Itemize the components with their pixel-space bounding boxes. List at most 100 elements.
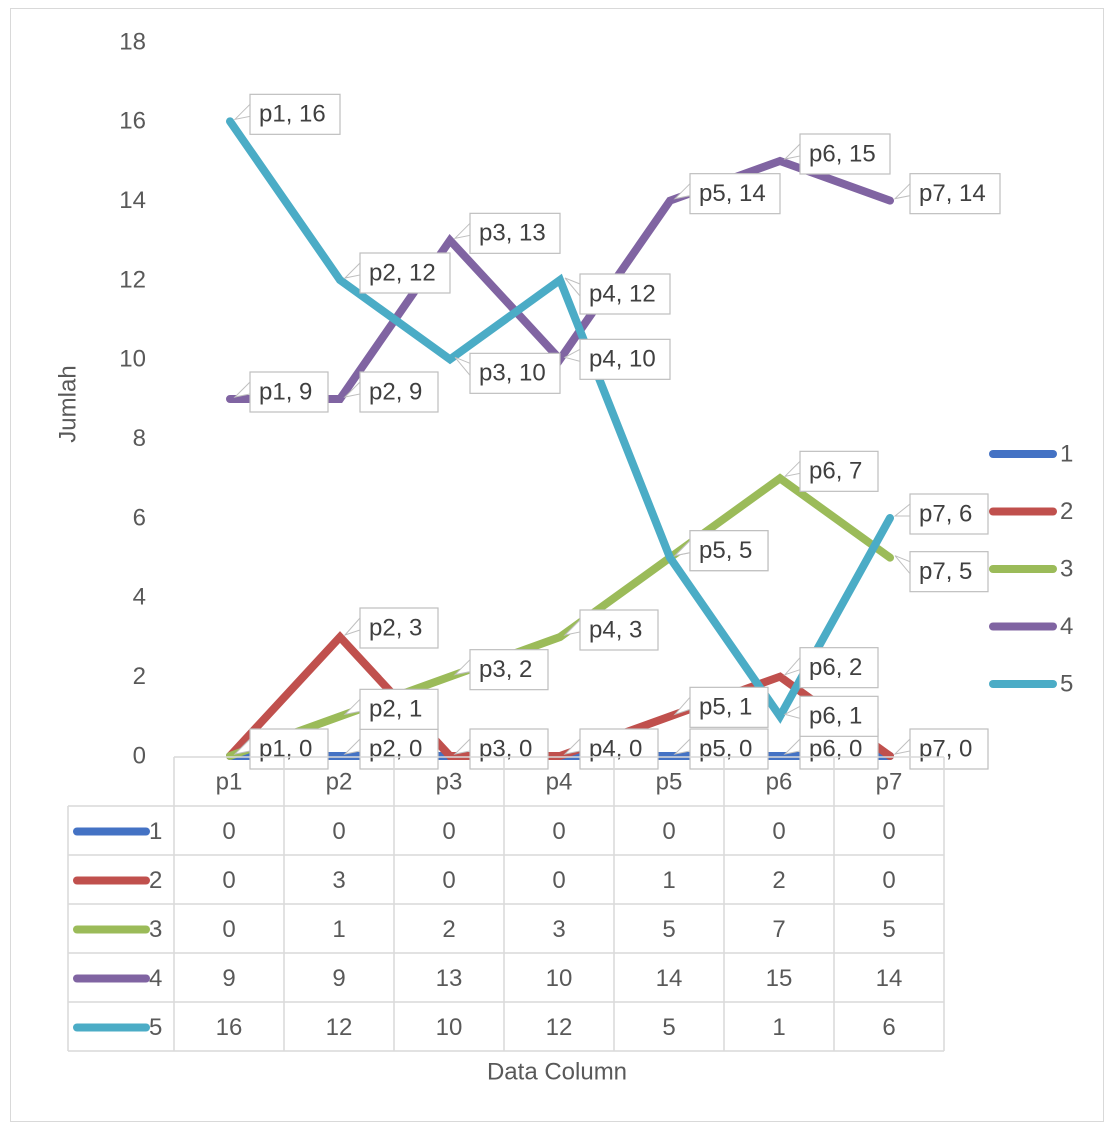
y-tick-label: 2 xyxy=(133,663,146,690)
table-header-cell: p5 xyxy=(656,768,683,795)
data-label: p5, 0 xyxy=(673,728,769,770)
data-label-text: p3, 13 xyxy=(479,220,546,247)
table-cell: 2 xyxy=(442,916,455,943)
data-label-callout xyxy=(673,182,691,200)
table-row-label: 1 xyxy=(149,818,162,845)
table-cell: 6 xyxy=(882,1014,895,1041)
table-cell: 0 xyxy=(442,867,455,894)
data-label-callout xyxy=(453,222,471,240)
table-cell: 10 xyxy=(546,965,573,992)
table-cell: 5 xyxy=(662,1014,675,1041)
table-cell: 0 xyxy=(222,916,235,943)
data-label-text: p5, 0 xyxy=(699,735,752,762)
legend-item-3: 3 xyxy=(989,555,1073,582)
data-label: p7, 6 xyxy=(893,493,989,535)
data-label-callout xyxy=(454,356,471,377)
data-label: p6, 2 xyxy=(783,647,879,689)
table-cell: 14 xyxy=(656,965,683,992)
data-label-callout xyxy=(343,737,361,755)
series-line-3 xyxy=(226,473,894,760)
data-label-text: p4, 0 xyxy=(589,735,642,762)
table-cell: 5 xyxy=(662,916,675,943)
data-label-text: p6, 1 xyxy=(809,703,862,730)
data-label-text: p7, 5 xyxy=(919,558,972,585)
y-tick-label: 10 xyxy=(119,346,146,373)
data-label: p3, 10 xyxy=(454,352,561,394)
data-label-box xyxy=(689,530,769,572)
table-cell: 12 xyxy=(326,1014,353,1041)
table-cell: 3 xyxy=(552,916,565,943)
data-label-text: p1, 16 xyxy=(259,101,326,128)
data-label: p7, 5 xyxy=(894,551,989,593)
data-label-text: p6, 15 xyxy=(809,140,876,167)
table-header-cell: p2 xyxy=(326,768,353,795)
data-label-text: p6, 0 xyxy=(809,735,862,762)
data-label: p5, 5 xyxy=(673,530,769,572)
table-row-label: 2 xyxy=(149,867,162,894)
data-label-box xyxy=(689,173,781,215)
table-row-label: 5 xyxy=(149,1014,162,1041)
data-label-text: p7, 0 xyxy=(919,735,972,762)
data-label-box xyxy=(359,252,451,294)
legend-item-1: 1 xyxy=(989,440,1073,467)
data-label: p1, 9 xyxy=(233,371,329,413)
data-label: p6, 7 xyxy=(783,450,879,492)
y-tick-label: 16 xyxy=(119,108,146,135)
data-label: p4, 12 xyxy=(564,273,671,315)
table-cell: 0 xyxy=(552,867,565,894)
data-label-text: p6, 7 xyxy=(809,458,862,485)
data-label-text: p2, 12 xyxy=(369,259,436,286)
table-cell: 0 xyxy=(222,867,235,894)
data-label-text: p3, 2 xyxy=(479,656,532,683)
data-label-callout xyxy=(893,502,911,517)
table-row-label: 4 xyxy=(149,965,162,992)
data-label: p3, 0 xyxy=(453,728,549,770)
legend-item-5: 5 xyxy=(989,670,1073,697)
legend: 1 2 3 4 5 xyxy=(989,440,1073,697)
y-tick-label: 18 xyxy=(119,28,146,55)
table-cell: 15 xyxy=(766,965,793,992)
data-label-box xyxy=(359,688,439,730)
table-cell: 12 xyxy=(546,1014,573,1041)
data-label-box xyxy=(579,273,671,315)
data-label: p2, 3 xyxy=(343,607,439,649)
data-label-box xyxy=(909,493,989,535)
data-label-box xyxy=(689,686,769,728)
legend-item-4: 4 xyxy=(989,613,1073,640)
data-label-text: p2, 0 xyxy=(369,735,422,762)
data-label-text: p7, 14 xyxy=(919,180,986,207)
data-label-callout xyxy=(673,737,691,755)
table-header-cell: p3 xyxy=(436,768,463,795)
data-label-box xyxy=(689,728,769,770)
table-cell: 3 xyxy=(332,867,345,894)
legend-label: 4 xyxy=(1060,613,1073,640)
data-label-callout xyxy=(563,737,581,755)
table-cell: 10 xyxy=(436,1014,463,1041)
data-label-box xyxy=(469,352,561,394)
data-label-box xyxy=(469,728,549,770)
table-cell: 0 xyxy=(222,818,235,845)
y-tick-label: 12 xyxy=(119,266,146,293)
data-label-callout xyxy=(894,555,911,576)
data-label: p6, 15 xyxy=(783,133,891,175)
data-label-text: p2, 9 xyxy=(369,378,422,405)
data-label-text: p4, 3 xyxy=(589,616,642,643)
y-axis-title: Jumlah xyxy=(54,365,81,442)
table-row-key: 3 xyxy=(73,916,162,943)
data-label-text: p1, 9 xyxy=(259,378,312,405)
series-line-5 xyxy=(226,117,894,724)
data-labels: p1, 0 p2, 0 p3, 0 p4, 0 p5, 0 p6, 0 p7, 0 p2, 3… xyxy=(233,93,1001,770)
legend-label: 5 xyxy=(1060,670,1073,697)
y-tick-label: 0 xyxy=(133,742,146,769)
data-label: p4, 3 xyxy=(563,609,659,651)
data-label-box xyxy=(359,371,439,413)
table-cell: 1 xyxy=(332,916,345,943)
data-label-callout xyxy=(783,142,801,160)
y-tick-label: 14 xyxy=(119,187,146,214)
data-label-text: p2, 3 xyxy=(369,614,422,641)
data-label-box xyxy=(909,173,1001,215)
data-label: p3, 13 xyxy=(453,212,561,254)
data-label: p4, 10 xyxy=(563,338,671,380)
table-row-key: 2 xyxy=(73,867,162,894)
chart-area: 0 2 4 6 8 10 12 14 16 18 Jumlah p1, 0 p2, 0 p3, 0 p4, … xyxy=(10,8,1104,1122)
